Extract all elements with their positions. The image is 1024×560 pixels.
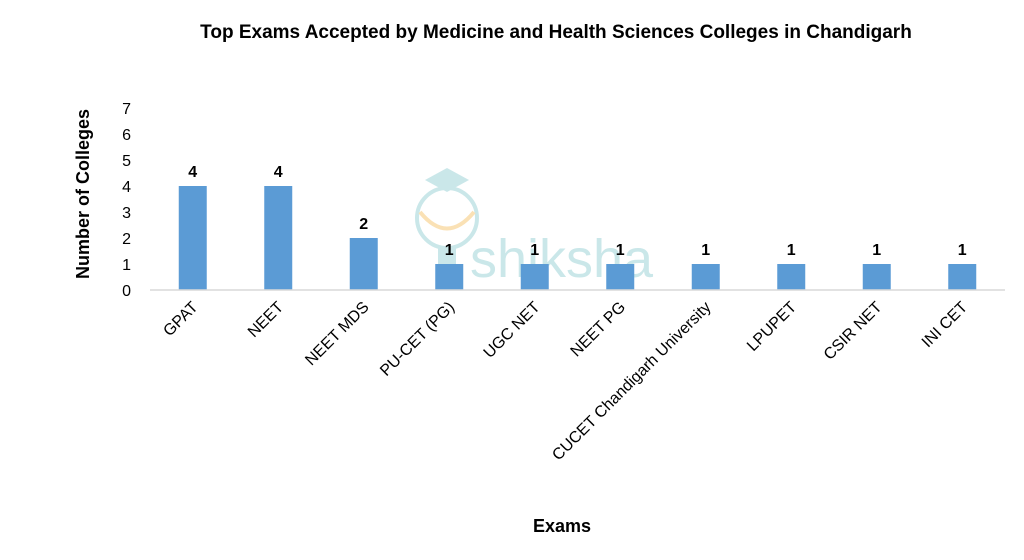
y-axis-title: Number of Colleges	[73, 109, 93, 279]
x-tick-label: CUCET Chandigarh University	[549, 299, 714, 464]
bar	[349, 238, 378, 290]
x-tick-label: PU-CET (PG)	[377, 299, 458, 380]
bar	[777, 264, 806, 290]
data-label: 1	[701, 242, 710, 259]
x-tick-label: NEET PG	[568, 299, 629, 360]
y-tick-label: 7	[122, 101, 131, 118]
x-tick-label: NEET MDS	[302, 299, 372, 369]
x-tick-label: NEET	[245, 299, 287, 341]
x-tick-label: GPAT	[160, 299, 201, 340]
data-label: 4	[274, 164, 283, 181]
data-label: 1	[958, 242, 967, 259]
y-tick-label: 0	[122, 283, 131, 300]
chart-title: Top Exams Accepted by Medicine and Healt…	[200, 22, 912, 43]
y-tick-label: 5	[122, 153, 131, 170]
data-label: 1	[616, 242, 625, 259]
y-tick-label: 4	[122, 179, 131, 196]
bar	[520, 264, 549, 290]
data-label: 1	[445, 242, 454, 259]
bar	[691, 264, 720, 290]
y-tick-label: 2	[122, 231, 131, 248]
data-labels: 4 4 2 1 1 1 1 1 1 1	[188, 164, 967, 259]
y-tick-label: 3	[122, 205, 131, 222]
data-label: 2	[359, 216, 368, 233]
bar	[606, 264, 635, 290]
x-tick-label: CSIR NET	[821, 299, 886, 364]
bar	[948, 264, 977, 290]
x-axis-title: Exams	[533, 516, 591, 536]
x-tick-label: UGC NET	[481, 299, 544, 362]
bar	[435, 264, 464, 290]
data-label: 1	[787, 242, 796, 259]
x-tick-label: INI CET	[919, 299, 971, 351]
data-label: 4	[188, 164, 197, 181]
x-tick-label: LPUPET	[744, 299, 800, 355]
y-tick-label: 1	[122, 257, 131, 274]
y-tick-label: 6	[122, 127, 131, 144]
bars	[178, 186, 977, 290]
x-axis-ticks: GPAT NEET NEET MDS PU-CET (PG) UGC NET NEET P…	[160, 299, 971, 464]
data-label: 1	[530, 242, 539, 259]
bar	[178, 186, 207, 290]
bar	[862, 264, 891, 290]
y-axis-ticks: 0 1 2 3 4 5 6 7	[122, 101, 131, 300]
data-label: 1	[872, 242, 881, 259]
bar	[264, 186, 293, 290]
